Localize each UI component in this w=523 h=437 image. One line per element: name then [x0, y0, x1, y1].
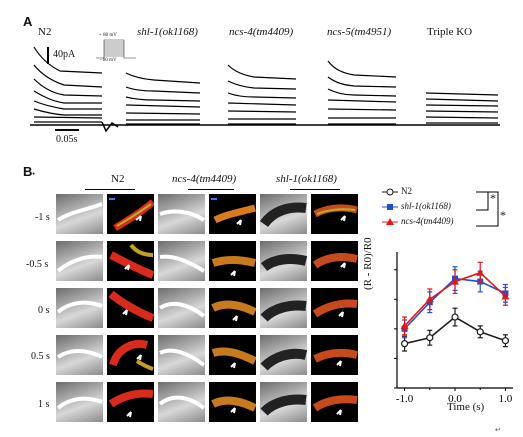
panel-b-condition-ncs4: ncs-4(tm4409) — [172, 173, 237, 185]
fluorescence-image — [107, 241, 154, 281]
data-point-ncs4 — [425, 295, 434, 303]
data-point-ncs4 — [451, 277, 459, 285]
panel-a-condition-ncs4: ncs-4(tm4409) — [229, 26, 294, 38]
data-point-ncs4 — [476, 268, 485, 276]
current-scale-bar — [47, 47, 49, 64]
significance-star-ncs4: * — [500, 208, 506, 222]
trace-group-shl1 — [125, 72, 201, 125]
brightfield-image — [56, 335, 103, 375]
x-axis-label: Time (s) — [447, 401, 485, 413]
fluorescence-image — [311, 335, 358, 375]
x-tick-label: -1.0 — [396, 393, 414, 405]
panel-b-underline-shl1 — [290, 189, 340, 190]
brightfield-image — [56, 241, 103, 281]
data-point-n2 — [476, 328, 484, 336]
x-tick-label: 1.0 — [499, 393, 513, 405]
brightfield-image — [56, 382, 103, 422]
row-label-1s: 1 s — [38, 399, 50, 410]
brightfield-image — [260, 335, 307, 375]
row-label-0s: 0 s — [38, 305, 50, 316]
legend-markers — [382, 188, 398, 225]
fluorescence-image — [209, 241, 256, 281]
data-point-ncs4 — [400, 321, 409, 329]
legend-marker-ncs4 — [386, 218, 394, 225]
panel-b-underline-n2 — [85, 189, 135, 190]
footer-return-mark: ↵ — [495, 426, 501, 434]
panel-a-letter: A — [23, 14, 33, 29]
protocol-bottom-label: - 80 mV — [100, 58, 117, 63]
panel-b-letter: B• — [23, 164, 35, 179]
fluorescence-image — [107, 288, 154, 328]
current-traces — [30, 46, 500, 133]
fluorescence-image — [311, 288, 358, 328]
row-label-minus-1s: -1 s — [35, 212, 50, 223]
legend-label-ncs4: ncs-4(tm4409) — [401, 216, 454, 226]
brightfield-image — [56, 288, 103, 328]
fluorescence-image — [107, 194, 154, 234]
voltage-step-icon — [96, 39, 136, 59]
panel-a-condition-triple-ko: Triple KO — [427, 26, 473, 38]
data-point-n2 — [426, 334, 434, 342]
legend-label-shl1: shl-1(ok1168) — [401, 201, 451, 211]
panel-a-condition-shl1: shl-1(ok1168) — [137, 26, 198, 38]
legend-marker-shl1 — [387, 204, 393, 210]
trace-group-triple-ko — [425, 92, 499, 124]
panel-b-condition-n2: N2 — [111, 173, 125, 185]
panel-b-condition-shl1: shl-1(ok1168) — [276, 173, 337, 185]
data-point-n2 — [400, 340, 409, 348]
panel-b-letter-text: B — [23, 164, 33, 179]
time-scale-bar — [55, 129, 79, 131]
time-course-chart: -1.0 0.0 1.0 — [394, 252, 513, 405]
panel-a-condition-n2: N2 — [38, 26, 52, 38]
panel-b-underline-ncs4 — [188, 189, 234, 190]
fluorescence-image — [107, 335, 154, 375]
trace-group-n2 — [33, 46, 119, 133]
fluorescence-image — [311, 382, 358, 422]
trace-group-ncs4 — [227, 64, 297, 125]
y-axis-label: (R - R0)/R0 — [362, 237, 374, 290]
protocol-top-label: + 80 mV — [99, 33, 117, 38]
panel-b-letter-suffix: • — [32, 171, 35, 178]
fluorescence-image — [209, 194, 256, 234]
micrograph-grid — [56, 194, 362, 426]
fluorescence-image — [107, 382, 154, 422]
brightfield-image — [158, 382, 205, 422]
brightfield-image — [158, 335, 205, 375]
chart-legend: N2 shl-1(ok1168) ncs-4(tm4409) * * — [380, 184, 520, 240]
x-tick-label: 0.0 — [448, 393, 462, 405]
row-label-minus-0-5s: -0.5 s — [26, 259, 49, 270]
data-point-n2 — [501, 337, 510, 345]
brightfield-image — [158, 241, 205, 281]
brightfield-image — [260, 288, 307, 328]
time-scale-label: 0.05s — [56, 134, 78, 145]
brightfield-image — [158, 194, 205, 234]
panel-a-condition-ncs5: ncs-5(tm4951) — [327, 26, 392, 38]
fluorescence-image — [209, 288, 256, 328]
trace-group-ncs5 — [327, 60, 397, 125]
fluorescence-image — [209, 335, 256, 375]
fluorescence-image — [311, 194, 358, 234]
significance-brackets — [476, 191, 499, 227]
brightfield-image — [260, 241, 307, 281]
brightfield-image — [260, 382, 307, 422]
brightfield-image — [56, 194, 103, 234]
brightfield-image — [158, 288, 205, 328]
fluorescence-image — [311, 241, 358, 281]
current-scale-label: 40pA — [53, 49, 76, 60]
data-point-ncs4 — [501, 292, 510, 300]
brightfield-image — [260, 194, 307, 234]
legend-label-n2: N2 — [401, 186, 412, 196]
significance-star-shl1: * — [490, 191, 496, 205]
legend-marker-n2 — [386, 188, 394, 196]
row-label-0-5s: 0.5 s — [31, 351, 50, 362]
data-point-n2 — [451, 313, 459, 321]
fluorescence-image — [209, 382, 256, 422]
